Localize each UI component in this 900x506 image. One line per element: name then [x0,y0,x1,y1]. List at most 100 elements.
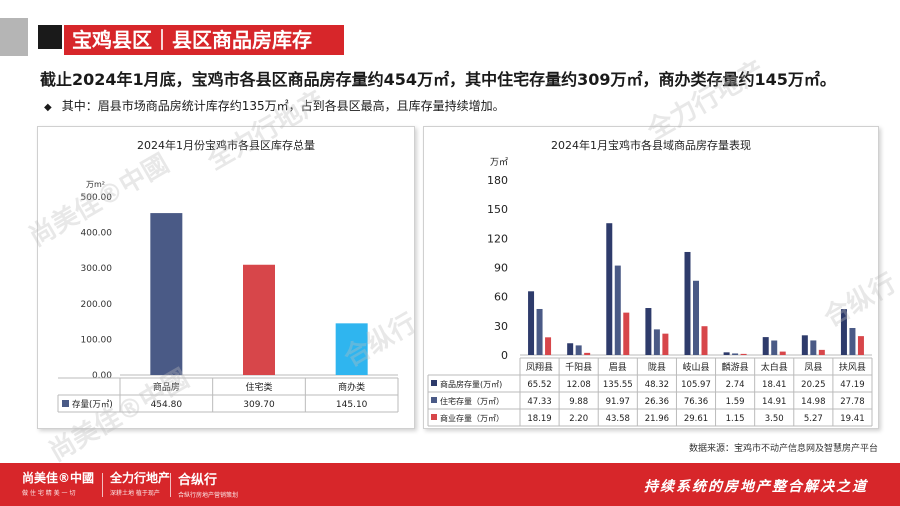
data-label: 48.32 [645,380,669,390]
data-label: 18.19 [527,414,551,424]
x-tick-label: 扶风县 [839,361,866,373]
data-label: 105.97 [681,380,711,390]
legend-swatch [431,380,437,386]
y-tick-label: 60 [494,291,508,304]
footer-slogan: 持续系统的房地产整合解决之道 [644,479,868,495]
headline: 截止2024年1月底，宝鸡市各县区商品房存量约454万㎡，其中住宅存量约309万… [40,70,836,89]
x-tick-label: 千阳县 [565,362,592,373]
footer-brand-quanlixing: 全力行地产 深耕土地 植于现产 [110,469,170,497]
data-label: 309.70 [243,400,275,410]
bar [701,326,708,355]
x-tick-label: 凤县 [804,362,822,373]
bar [528,291,535,355]
data-label: 3.50 [765,414,784,424]
bar [536,308,543,355]
bar [545,337,552,355]
bar [732,353,739,355]
data-label: 2.74 [726,380,745,390]
bar [150,213,183,375]
data-label: 26.36 [645,397,669,407]
diamond-bullet-icon: ◆ [44,102,52,113]
footer-divider [102,473,103,497]
x-tick-label: 麟游县 [722,361,749,373]
legend-label: 商品房存量(万㎡) [440,379,502,389]
county-inventory-chart-title: 2024年1月宝鸡市各县域商品房存量表现 [551,139,751,152]
footer-brand-shangmeijia-name: 尚美佳®中國 [22,471,95,485]
y-tick-label: 120 [487,232,508,245]
header-accent-black [38,25,62,49]
data-label: 2.20 [569,414,588,424]
x-tick-label: 商品房 [153,381,180,393]
data-label: 5.27 [804,414,823,424]
footer-brand-hezongxing-tagline: 合纵行房地产营销策划 [178,492,239,499]
legend-label: 存量(万㎡) [72,399,113,410]
data-label: 454.80 [151,400,183,410]
data-label: 43.58 [606,414,630,424]
data-label: 1.59 [726,397,745,407]
bar [243,264,275,375]
y-tick-label: 300.00 [81,264,113,274]
data-label: 19.41 [840,414,864,424]
bar [567,343,574,355]
footer-brand-quanlixing-tagline: 深耕土地 植于现产 [110,490,160,497]
data-label: 27.78 [840,397,864,407]
bar [762,337,769,355]
footer-brand-shangmeijia-tagline: 做 住 宅 精 美 一 切 [22,490,76,497]
y-tick-label: 180 [487,174,508,187]
y-tick-label: 400.00 [81,229,113,239]
data-label: 91.97 [606,397,630,407]
bar [801,335,808,355]
legend-swatch [431,414,437,420]
data-label: 29.61 [684,414,708,424]
county-inventory-chart: 万㎡ 0 30 60 90 120 150 180 凤翔县 65.52 47.33 18.19 千阳县 1… [427,157,873,427]
bar [779,351,786,355]
x-tick-label: 眉县 [609,362,627,373]
data-label: 9.88 [569,397,588,407]
data-label: 135.55 [603,380,633,390]
x-tick-label: 住宅类 [245,381,272,393]
page-title: 宝鸡县区｜县区商品房库存 [64,25,344,55]
data-label: 76.36 [684,397,708,407]
data-label: 20.25 [801,380,825,390]
data-label: 14.98 [801,397,825,407]
bar [606,223,613,355]
bar [723,352,730,355]
footer-brand-shangmeijia: 尚美佳®中國 做 住 宅 精 美 一 切 [22,469,94,497]
y-tick-label: 0 [501,349,508,362]
header-accent-gray [0,18,28,56]
data-label: 47.33 [527,397,551,407]
total-inventory-chart-title: 2024年1月份宝鸡市各县区库存总量 [137,139,315,152]
y-tick-label: 500.00 [81,193,113,203]
bar [575,345,582,355]
y-tick-label: 150 [487,203,508,216]
total-inventory-chart: 万m² 0.00 100.00 200.00 300.00 400.00 500.00 商品房… [57,180,399,413]
bar [857,336,864,355]
subline: ◆ 其中：眉县市场商品房统计库存约135万㎡，占到各县区最高，且库存量持续增加。 [44,97,744,114]
bar [810,340,817,355]
legend-swatch [62,400,69,407]
footer-brand-hezongxing-name: 合纵行 [178,473,218,488]
data-label: 21.96 [645,414,669,424]
bar [335,323,368,375]
data-label: 145.10 [336,400,368,410]
bar [584,352,591,355]
subline-text: 其中：眉县市场商品房统计库存约135万㎡，占到各县区最高，且库存量持续增加。 [61,99,505,113]
footer-brand-quanlixing-name: 全力行地产 [110,471,171,485]
bar [693,280,699,355]
bar [662,333,669,355]
y-tick-label: 90 [494,262,508,275]
bar [849,327,856,355]
legend-label: 住宅存量（万㎡） [440,396,504,406]
y-tick-label: 100.00 [81,335,113,345]
bar [653,329,660,355]
data-label: 65.52 [527,380,551,390]
x-tick-label: 商办类 [338,381,365,393]
x-tick-label: 凤翔县 [526,361,553,373]
legend-label: 商业存量（万㎡） [440,413,504,423]
y-axis-unit: 万㎡ [490,157,508,168]
y-axis-unit: 万m² [86,180,105,189]
bar [740,353,747,355]
total-inventory-chart-panel: 2024年1月份宝鸡市各县区库存总量 万m² 0.00 100.00 200.00 30… [37,126,415,429]
data-label: 14.91 [762,397,786,407]
bar [818,349,825,355]
